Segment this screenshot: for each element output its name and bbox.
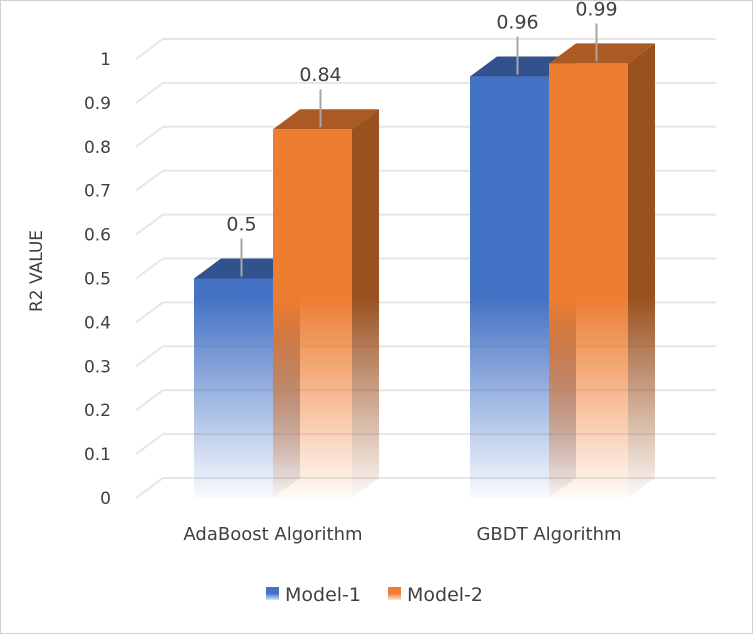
y-tick-labels: 0 0.1 0.2 0.3 0.4 0.5 0.6 0.7 0.8 0.9 1	[84, 50, 111, 509]
y-tick-label: 0.9	[84, 94, 111, 114]
y-tick-label: 0.5	[84, 270, 111, 290]
data-label: 0.84	[299, 64, 341, 86]
bar	[470, 76, 549, 498]
data-labels: 0.5 0.84 0.96 0.99	[226, 1, 618, 277]
bar	[549, 63, 628, 498]
bar-top	[273, 109, 379, 130]
bar-side	[628, 43, 655, 498]
legend-label: Model-1	[285, 584, 361, 606]
bar	[194, 278, 273, 498]
y-axis-label: R2 VALUE	[27, 230, 47, 312]
data-label: 0.5	[226, 214, 256, 236]
bars	[194, 43, 655, 499]
bar	[273, 129, 352, 499]
x-tick-label: GBDT Algorithm	[476, 524, 621, 545]
bar-side	[352, 109, 379, 499]
y-tick-label: 0	[100, 489, 111, 509]
gridline	[135, 38, 716, 60]
legend: Model-1 Model-2	[266, 584, 483, 606]
bar-top	[549, 43, 655, 64]
y-tick-label: 0.8	[84, 138, 111, 158]
legend-label: Model-2	[407, 584, 483, 606]
data-label: 0.99	[575, 1, 617, 20]
y-tick-label: 0.3	[84, 357, 111, 377]
y-tick-label: 0.4	[84, 313, 111, 333]
y-tick-label: 0.7	[84, 182, 111, 202]
y-tick-label: 0.6	[84, 226, 111, 246]
legend-swatch	[388, 587, 401, 600]
y-tick-label: 0.1	[84, 445, 111, 465]
x-tick-label: AdaBoost Algorithm	[183, 524, 362, 545]
data-label: 0.96	[496, 12, 538, 34]
y-tick-label: 1	[100, 50, 111, 70]
x-tick-labels: AdaBoost Algorithm GBDT Algorithm	[183, 524, 621, 545]
legend-swatch	[266, 587, 279, 600]
y-tick-label: 0.2	[84, 401, 111, 421]
